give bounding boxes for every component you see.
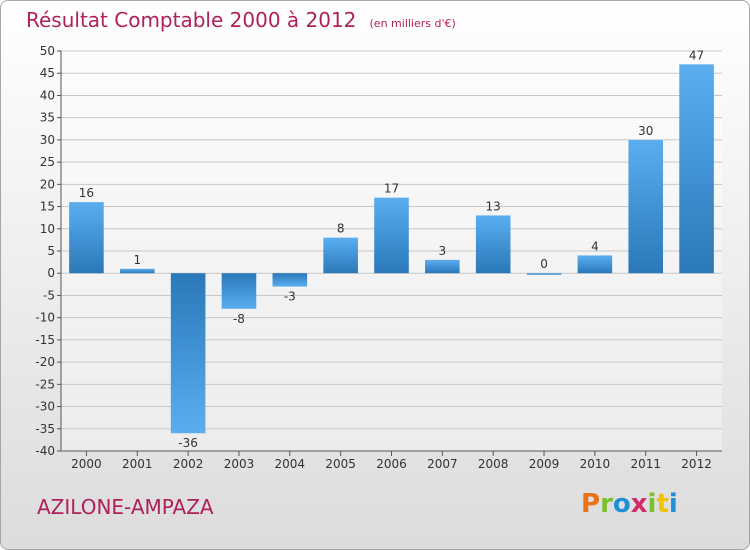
x-tick-label-2003: 2003: [224, 457, 255, 471]
y-tick-label: -20: [35, 355, 55, 369]
bar-layer: 16 1 -36 -8 -3 8 17 3 13 0 4 30 47: [69, 48, 714, 450]
y-tick-label: -35: [35, 422, 55, 436]
data-label-2001: 1: [133, 253, 141, 267]
data-label-2009: 0: [540, 257, 548, 271]
bar-2008: [475, 215, 511, 274]
bar-2004: [272, 273, 308, 287]
data-label-2004: -3: [284, 290, 296, 304]
data-label-2002: -36: [178, 436, 198, 450]
y-tick-label: 10: [40, 222, 55, 236]
y-tick-label: -10: [35, 311, 55, 325]
y-tick-label: 15: [40, 200, 55, 214]
y-tick-label: -40: [35, 444, 55, 458]
data-label-2003: -8: [233, 312, 245, 326]
x-tick-label-2004: 2004: [275, 457, 306, 471]
bar-2006: [374, 197, 409, 274]
bar-2003: [221, 273, 257, 309]
logo-letter: P: [581, 489, 601, 519]
logo-letter: o: [612, 489, 631, 519]
y-tick-label: -15: [35, 333, 55, 347]
bar-2002: [170, 273, 206, 434]
x-tick-label-2006: 2006: [376, 457, 407, 471]
data-label-2008: 13: [486, 199, 501, 213]
data-label-2006: 17: [384, 182, 399, 196]
bar-2009: [526, 273, 562, 275]
logo-letter: x: [630, 489, 648, 519]
data-label-2010: 4: [591, 239, 599, 253]
x-tick-label-2001: 2001: [122, 457, 153, 471]
bar-2010: [577, 255, 613, 274]
bar-2005: [323, 237, 358, 274]
y-tick-label: 30: [40, 133, 55, 147]
logo-letter: t: [656, 489, 669, 519]
x-tick-label-2008: 2008: [478, 457, 509, 471]
chart-title: Résultat Comptable 2000 à 2012 (en milli…: [26, 8, 456, 32]
x-tick-label-2012: 2012: [681, 457, 712, 471]
axis-layer: 50454035302520151050-5-10-15-20-25-30-35…: [35, 44, 722, 471]
y-tick-label: -30: [35, 400, 55, 414]
proxiti-logo: Proxiti: [581, 489, 678, 519]
data-label-2007: 3: [439, 244, 447, 258]
bar-2007: [425, 259, 460, 274]
commune-name: AZILONE-AMPAZA: [37, 495, 214, 519]
x-tick-label-2007: 2007: [427, 457, 458, 471]
y-tick-label: 0: [47, 266, 55, 280]
bar-2000: [69, 202, 104, 274]
y-tick-label: 50: [40, 44, 55, 58]
x-tick-label-2009: 2009: [529, 457, 560, 471]
y-tick-label: -25: [35, 377, 55, 391]
data-label-2000: 16: [79, 186, 94, 200]
logo-letter: i: [668, 489, 678, 519]
x-tick-label-2011: 2011: [630, 457, 661, 471]
y-tick-label: 40: [40, 88, 55, 102]
y-tick-label: 20: [40, 177, 55, 191]
x-tick-label-2002: 2002: [173, 457, 204, 471]
bar-2001: [119, 268, 155, 274]
x-tick-label-2010: 2010: [580, 457, 611, 471]
data-label-2011: 30: [638, 124, 653, 138]
data-label-2005: 8: [337, 222, 345, 236]
chart-title-main: Résultat Comptable 2000 à 2012: [26, 8, 357, 32]
data-label-2012: 47: [689, 48, 704, 62]
chart-title-unit: (en milliers d'€): [369, 17, 456, 30]
logo-letter: i: [647, 489, 657, 519]
y-tick-label: 45: [40, 66, 55, 80]
y-tick-label: -5: [43, 288, 55, 302]
bar-2012: [679, 64, 714, 274]
x-tick-label-2005: 2005: [325, 457, 356, 471]
x-tick-label-2000: 2000: [71, 457, 102, 471]
y-tick-label: 35: [40, 111, 55, 125]
logo-letter: r: [600, 489, 613, 519]
bar-2011: [628, 139, 664, 274]
y-tick-label: 5: [47, 244, 55, 258]
y-tick-label: 25: [40, 155, 55, 169]
